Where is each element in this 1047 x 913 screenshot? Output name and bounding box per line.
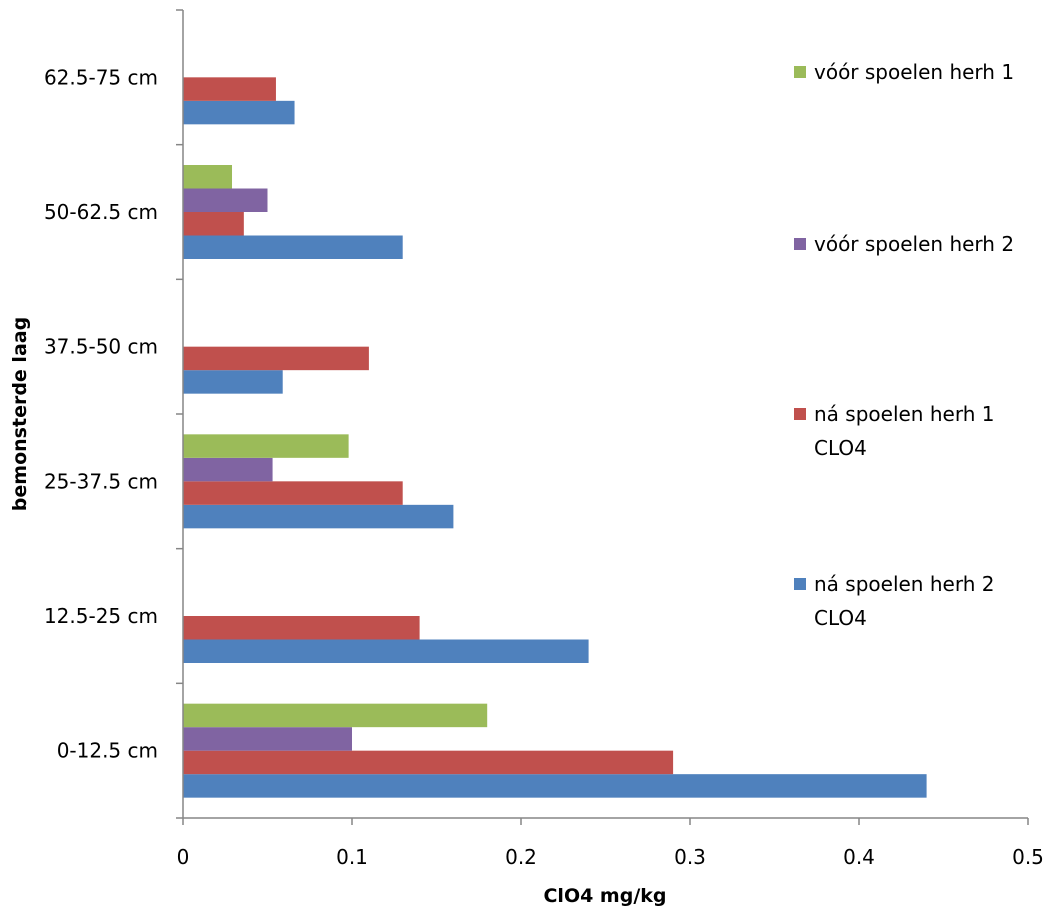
- bar-25-37-5-cm-series-3: [183, 434, 349, 458]
- bar-0-12-5-cm-series-1: [183, 750, 674, 775]
- bar-37-5-50-cm-series-1: [183, 346, 369, 371]
- y-tick-label: 62.5-75 cm: [44, 65, 158, 89]
- bar-50-62-5-cm-series-3: [183, 165, 233, 189]
- legend-label: vóór spoelen herh 2: [814, 232, 1014, 256]
- y-axis-title: bemonsterde laag: [9, 317, 31, 511]
- bar-25-37-5-cm-series-2: [183, 457, 273, 482]
- legend-swatch: [794, 408, 806, 420]
- x-tick-label: 0.1: [336, 845, 368, 869]
- legend-swatch: [794, 238, 806, 250]
- x-tick-label: 0.3: [674, 845, 706, 869]
- legend-label: CLO4: [814, 606, 867, 630]
- bar-50-62-5-cm-series-0: [183, 235, 403, 259]
- x-tick-label: 0: [177, 845, 190, 869]
- legend-label: CLO4: [814, 436, 867, 460]
- y-tick-label: 50-62.5 cm: [44, 200, 158, 224]
- labels-layer: 0-12.5 cm 12.5-25 cm 25-37.5 cm 37.5-50 cm 5…: [44, 65, 1044, 869]
- bars-layer: [183, 77, 927, 798]
- bar-62-5-75-cm-series-0: [183, 100, 295, 125]
- bar-50-62-5-cm-series-2: [183, 188, 268, 212]
- x-tick-label: 0.4: [843, 845, 875, 869]
- bar-62-5-75-cm-series-1: [183, 77, 276, 101]
- legend-label: vóór spoelen herh 1: [814, 60, 1014, 84]
- x-axis-title: ClO4 mg/kg: [543, 885, 666, 907]
- x-tick-label: 0.5: [1012, 845, 1044, 869]
- bar-12-5-25-cm-series-1: [183, 616, 420, 640]
- bar-0-12-5-cm-series-2: [183, 727, 352, 751]
- bar-0-12-5-cm-series-3: [183, 703, 488, 728]
- bar-37-5-50-cm-series-0: [183, 370, 283, 394]
- legend: vóór spoelen herh 1 vóór spoelen herh 2 ná…: [794, 60, 1014, 630]
- bar-50-62-5-cm-series-1: [183, 212, 244, 236]
- x-tick-label: 0.2: [505, 845, 537, 869]
- y-tick-label: 37.5-50 cm: [44, 335, 158, 359]
- ticks-layer: [176, 9, 1029, 825]
- bar-0-12-5-cm-series-0: [183, 774, 927, 798]
- legend-swatch: [794, 66, 806, 78]
- y-tick-label: 12.5-25 cm: [44, 604, 158, 628]
- bar-25-37-5-cm-series-0: [183, 504, 454, 529]
- y-tick-label: 25-37.5 cm: [44, 469, 158, 493]
- bar-12-5-25-cm-series-0: [183, 639, 589, 663]
- legend-label: ná spoelen herh 1: [814, 402, 994, 426]
- bar-25-37-5-cm-series-1: [183, 481, 403, 505]
- legend-swatch: [794, 578, 806, 590]
- legend-label: ná spoelen herh 2: [814, 572, 994, 596]
- y-tick-label: 0-12.5 cm: [57, 739, 158, 763]
